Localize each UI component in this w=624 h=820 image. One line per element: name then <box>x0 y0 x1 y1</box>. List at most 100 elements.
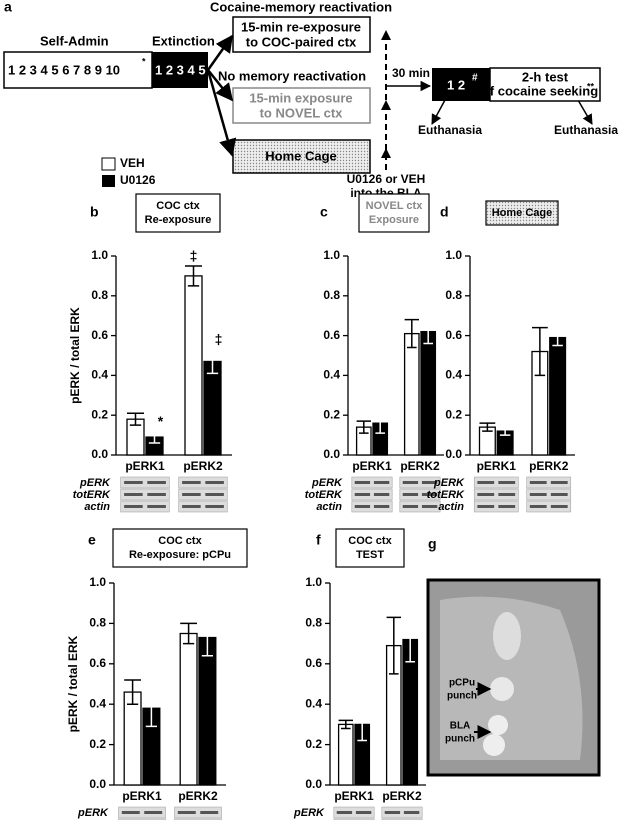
title-box <box>135 193 221 233</box>
label: Self-Admin <box>40 33 109 48</box>
blot <box>178 500 228 513</box>
error-bar <box>497 426 513 436</box>
blot-band <box>354 493 371 496</box>
chart-title: Re-exposure: pCPu <box>129 549 231 561</box>
error-bar <box>403 616 418 663</box>
blot-band <box>498 493 516 496</box>
blot-band <box>182 505 201 508</box>
y-tick-label: 0.8 <box>305 616 322 630</box>
error-bar <box>532 326 548 377</box>
box <box>232 16 371 53</box>
blot-band <box>124 493 143 496</box>
error-bar <box>338 719 353 730</box>
blot-band <box>205 481 224 484</box>
label: ** <box>587 81 595 91</box>
title-box <box>485 200 559 226</box>
label: pCPu <box>449 678 475 689</box>
blot <box>526 488 572 501</box>
y-tick-label: 0.2 <box>445 407 462 421</box>
x-tick-label: pERK2 <box>382 789 422 803</box>
blot-band <box>421 505 438 508</box>
blot <box>178 476 228 489</box>
panel-letter: d <box>440 204 449 220</box>
blot-band <box>336 811 353 814</box>
blot-band <box>477 493 495 496</box>
label: punch <box>445 734 475 745</box>
label: # <box>472 73 478 84</box>
error-bar <box>421 318 436 345</box>
blot-label: totERK <box>71 819 109 820</box>
box <box>232 87 371 124</box>
y-tick-label: 0.8 <box>323 288 340 302</box>
error-bar <box>185 265 202 287</box>
punch <box>483 734 505 756</box>
blot-band <box>384 811 401 814</box>
blot-band <box>205 505 224 508</box>
y-tick-label: 0.2 <box>91 407 108 421</box>
blot-band <box>354 505 371 508</box>
y-tick-label: 0.8 <box>89 616 106 630</box>
blot <box>526 500 572 513</box>
blot <box>178 488 228 501</box>
blot-label: totERK <box>73 489 111 501</box>
punch <box>488 715 508 735</box>
blot-label: pERK <box>293 807 325 819</box>
x-tick-label: pERK2 <box>178 789 218 803</box>
blot <box>174 806 222 819</box>
blot <box>120 500 170 513</box>
diagram: a Self-Admin 1 2 3 4 5 6 7 8 9 10 * Exti… <box>3 0 618 200</box>
label: of cocaine seeking <box>482 83 598 98</box>
bar <box>123 691 142 786</box>
x-tick-label: pERK1 <box>125 459 165 473</box>
bar <box>403 332 420 456</box>
error-bar <box>355 707 370 742</box>
error-bar <box>479 422 496 432</box>
bar <box>184 275 203 456</box>
blot-label: totERK <box>287 819 325 820</box>
blot-band <box>529 481 547 484</box>
y-tick-label: 0.2 <box>89 737 106 751</box>
blot-band <box>529 493 547 496</box>
chart-title: COC ctx <box>348 535 392 547</box>
x-tick-label: pERK1 <box>334 789 374 803</box>
label: Home Cage <box>265 148 337 163</box>
chart-title: COC ctx <box>156 200 200 212</box>
blot-band <box>550 481 568 484</box>
annotation: * <box>158 413 164 429</box>
legend-label: VEH <box>120 156 145 170</box>
y-tick-label: 0.4 <box>89 696 106 710</box>
x-tick-label: pERK2 <box>529 459 569 473</box>
bar <box>337 723 354 786</box>
y-tick-label: 0.4 <box>323 368 340 382</box>
blot-band <box>147 505 166 508</box>
legend-swatch <box>101 157 116 171</box>
blot-label: actin <box>84 501 110 513</box>
x-tick-label: pERK1 <box>477 459 517 473</box>
label: BLA <box>450 721 471 732</box>
y-tick-label: 0.6 <box>445 328 462 342</box>
blot <box>333 806 375 819</box>
tissue <box>440 596 583 760</box>
label: 1 2 3 4 5 6 7 <box>155 62 227 77</box>
blot-band <box>177 811 196 814</box>
blot-label: pERK <box>433 477 465 489</box>
y-tick-label: 0.0 <box>91 447 108 461</box>
bar <box>203 360 222 456</box>
y-tick-label: 1.0 <box>445 248 462 262</box>
blot-band <box>147 493 166 496</box>
error-bar <box>180 622 197 645</box>
blot-band <box>498 481 516 484</box>
label: 1 2 <box>447 77 465 92</box>
blot <box>473 488 519 501</box>
title-box <box>335 528 405 568</box>
blot-band <box>144 811 163 814</box>
box <box>152 52 208 88</box>
box <box>489 67 601 102</box>
error-bar <box>127 412 144 426</box>
x-tick-label: pERK2 <box>183 459 223 473</box>
error-bar <box>404 318 419 349</box>
blot-band <box>124 505 143 508</box>
panel-letter: a <box>4 0 12 15</box>
annotation: ‡ <box>190 248 198 264</box>
